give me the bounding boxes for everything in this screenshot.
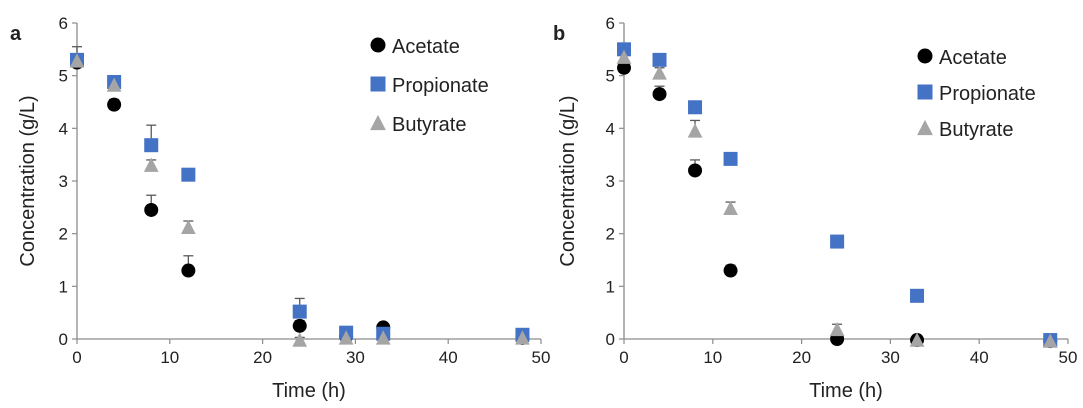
butyrate-data-point <box>515 330 530 345</box>
legend-marker-butyrate <box>917 119 933 136</box>
butyrate-data-point <box>909 332 925 347</box>
legend-label-acetate: Acetate <box>392 36 460 58</box>
x-tick-label: 20 <box>253 348 272 367</box>
x-axis-title: Time (h) <box>272 380 346 402</box>
x-tick-label: 0 <box>619 348 628 367</box>
y-tick-label: 3 <box>59 172 68 191</box>
butyrate-data-point <box>375 330 391 345</box>
acetate-data-point <box>617 60 631 75</box>
propionate-data-point <box>181 167 196 182</box>
y-tick-label: 1 <box>606 277 615 296</box>
butyrate-data-point <box>181 219 196 234</box>
propionate-data-point <box>830 234 845 249</box>
acetate-data-point <box>292 318 307 333</box>
y-tick-label: 4 <box>59 119 68 138</box>
legend-label-propionate: Propionate <box>939 83 1036 105</box>
x-tick-label: 50 <box>1059 348 1078 367</box>
butyrate-data-point <box>1042 333 1058 348</box>
panel-letter: b <box>553 23 565 45</box>
acetate-data-point <box>723 263 738 278</box>
acetate-data-point <box>652 87 667 102</box>
x-tick-label: 40 <box>439 348 458 367</box>
butyrate-data-point <box>687 123 703 138</box>
x-axis-title: Time (h) <box>809 380 883 402</box>
x-tick-label: 20 <box>792 348 811 367</box>
propionate-data-point <box>144 138 159 153</box>
y-tick-label: 2 <box>606 225 615 244</box>
y-axis-title: Concentration (g/L) <box>557 95 579 266</box>
y-axis-title: Concentration (g/L) <box>17 95 39 266</box>
chart-panel-b: b 0 1 2 3 4 5 6 0 10 20 30 40 50 Time (h) Concentration… <box>553 14 1077 402</box>
y-tick-label: 2 <box>59 225 68 244</box>
butyrate-data-point <box>652 65 667 80</box>
chart-panel-a: a 0 1 2 3 4 5 6 0 10 20 30 40 50 Time (h) Concentration… <box>10 14 550 402</box>
y-tick-label: 5 <box>59 67 68 86</box>
propionate-data-point <box>910 288 925 303</box>
acetate-data-point <box>688 163 703 178</box>
acetate-data-point <box>107 97 122 112</box>
x-tick-label: 40 <box>970 348 989 367</box>
y-tick-label: 5 <box>606 67 615 86</box>
legend-marker-butyrate <box>370 114 386 131</box>
butyrate-data-point <box>616 49 632 64</box>
propionate-data-point <box>723 151 738 166</box>
y-tick-label: 4 <box>606 119 615 138</box>
butyrate-data-point <box>723 200 738 216</box>
legend-marker-acetate <box>917 48 933 64</box>
propionate-data-point <box>652 52 667 67</box>
x-tick-label: 10 <box>703 348 722 367</box>
propionate-data-point <box>292 304 307 319</box>
propionate-data-point <box>688 100 703 115</box>
x-tick-label: 0 <box>72 348 81 367</box>
legend-marker-propionate <box>370 76 386 92</box>
x-tick-label: 10 <box>160 348 179 367</box>
legend-label-butyrate: Butyrate <box>939 119 1013 141</box>
legend-label-butyrate: Butyrate <box>392 114 466 136</box>
y-tick-label: 1 <box>59 277 68 296</box>
y-tick-label: 6 <box>59 14 68 33</box>
legend-label-acetate: Acetate <box>939 47 1007 69</box>
acetate-data-point <box>181 263 196 278</box>
butyrate-data-point <box>829 321 845 337</box>
x-tick-label: 50 <box>532 348 551 367</box>
acetate-data-point <box>144 202 159 217</box>
y-tick-label: 0 <box>606 330 615 349</box>
butyrate-data-point <box>143 157 159 172</box>
legend-label-propionate: Propionate <box>392 75 489 97</box>
legend-marker-propionate <box>917 84 933 100</box>
butyrate-data-point <box>338 330 354 345</box>
butyrate-data-point <box>106 77 122 92</box>
butyrate-data-point <box>69 53 85 68</box>
butyrate-data-point <box>292 332 308 347</box>
panel-letter: a <box>10 23 22 45</box>
x-tick-label: 30 <box>881 348 900 367</box>
propionate-data-point <box>617 42 631 57</box>
y-tick-label: 6 <box>606 14 615 33</box>
x-tick-label: 30 <box>346 348 365 367</box>
y-tick-label: 0 <box>59 330 68 349</box>
y-tick-label: 3 <box>606 172 615 191</box>
legend-marker-acetate <box>370 37 386 53</box>
